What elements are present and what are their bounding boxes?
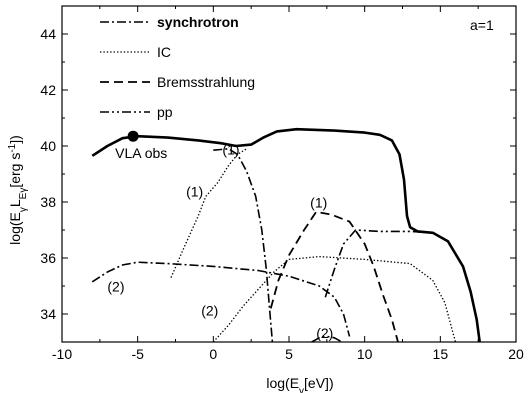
annotations: VLA obs (1) (1) (1) (2) (2) (2) — [107, 130, 333, 341]
y-tick-label: 44 — [40, 26, 56, 42]
x-axis-title: log(Eγ[eV]) — [266, 375, 333, 393]
x-tick-label: -5 — [131, 346, 144, 362]
x-tick-label: -10 — [52, 346, 72, 362]
x-tick-label: 20 — [508, 346, 524, 362]
curve-annotation: (1) — [310, 195, 327, 211]
marker-label: VLA obs — [115, 145, 167, 161]
x-tick-label: 0 — [209, 346, 217, 362]
curve-annotation: (2) — [107, 279, 124, 295]
series-line-2 — [213, 148, 274, 342]
y-tick-label: 42 — [40, 82, 56, 98]
curve-annotation: (2) — [316, 325, 333, 341]
axis-ticks: -10 -5 0 5 10 15 20 34 36 38 40 42 44 — [40, 5, 524, 362]
legend-label: pp — [157, 104, 173, 120]
series-line-5 — [324, 229, 433, 298]
y-tick-label: 40 — [40, 138, 56, 154]
plot-frame — [61, 5, 517, 343]
series-line-1 — [91, 127, 481, 342]
legend-label: Bremsstrahlung — [157, 74, 255, 90]
series-layer — [91, 127, 481, 342]
curve-annotation: (1) — [186, 183, 203, 199]
legend-label: IC — [157, 44, 171, 60]
x-tick-label: 15 — [433, 346, 449, 362]
corner-label: a=1 — [470, 17, 494, 33]
y-tick-label: 36 — [40, 250, 56, 266]
data-marker — [127, 130, 139, 142]
y-tick-label: 34 — [40, 306, 56, 322]
curve-annotation: (2) — [201, 302, 218, 318]
series-line-8 — [311, 335, 343, 342]
legend-label: synchrotron — [157, 14, 239, 30]
x-tick-label: 10 — [357, 346, 373, 362]
x-tick-label: 5 — [285, 346, 293, 362]
curve-annotation: (1) — [222, 141, 239, 157]
series-line-6 — [91, 261, 351, 337]
plot-border — [61, 5, 517, 343]
y-tick-label: 38 — [40, 194, 56, 210]
y-axis-title: log(EγLEγ[erg s-1]) — [7, 135, 29, 245]
series-line-3 — [170, 148, 247, 278]
series-line-4 — [269, 210, 399, 342]
legend: synchrotron IC Bremsstrahlung pp — [100, 14, 255, 120]
